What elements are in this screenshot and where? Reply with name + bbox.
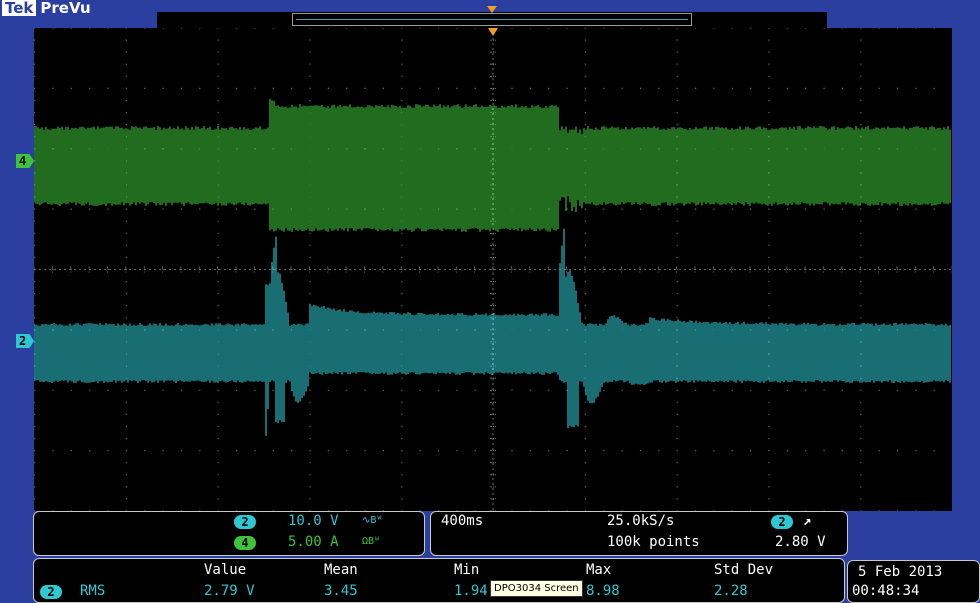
- measurement-channel-badge: 2: [40, 585, 62, 599]
- date-display: 5 Feb 2013: [858, 564, 943, 580]
- channel-2-bandwidth-icon: ∿Bᵂ: [362, 515, 383, 526]
- measurement-max: 8.98: [586, 583, 620, 599]
- brand-logo: Tek PreVu: [2, 0, 91, 16]
- channel-2-waveform: [34, 228, 951, 436]
- record-view-bar: [157, 12, 827, 28]
- measurement-panel[interactable]: Value Mean Min Max Std Dev 2 RMS 2.79 V …: [33, 558, 845, 603]
- header-mean: Mean: [324, 562, 358, 578]
- header-max: Max: [586, 562, 612, 578]
- measurement-std-dev: 2.28: [714, 583, 748, 599]
- datetime-panel: 5 Feb 2013 00:48:34: [847, 560, 980, 603]
- channel-4-bandwidth-icon: ΩBᵂ: [362, 536, 381, 547]
- waveform-display[interactable]: [34, 28, 952, 511]
- header-value: Value: [204, 562, 247, 578]
- horizontal-scale: 400ms: [441, 513, 484, 529]
- trigger-level: 2.80 V: [775, 534, 826, 550]
- channel-2-badge: 2: [234, 515, 256, 529]
- channel-4-scale: 5.00 A: [288, 534, 339, 550]
- trigger-source-badge: 2: [771, 515, 793, 529]
- channel-4-badge: 4: [234, 536, 256, 550]
- acquisition-mode: PreVu: [40, 0, 91, 17]
- channel-2-marker-icon[interactable]: 2: [16, 334, 34, 348]
- graticule-center-axes: [34, 28, 952, 511]
- header-min: Min: [454, 562, 480, 578]
- header-std-dev: Std Dev: [714, 562, 774, 578]
- record-length: 100k points: [607, 534, 700, 550]
- record-view-line: [296, 19, 688, 20]
- trigger-position-icon: [487, 6, 497, 13]
- timebase-trigger-panel[interactable]: 400ms 25.0kS/s 100k points 2 ↗ 2.80 V: [430, 511, 848, 556]
- measurement-value: 2.79 V: [204, 583, 255, 599]
- channel-2-scale: 10.0 V: [288, 513, 339, 529]
- trigger-slope-icon: ↗: [803, 513, 812, 529]
- sample-rate: 25.0kS/s: [607, 513, 675, 529]
- time-display: 00:48:34: [852, 583, 920, 599]
- channel-scale-panel[interactable]: 2 10.0 V ∿Bᵂ 4 5.00 A ΩBᵂ: [33, 511, 425, 556]
- brand-label: Tek: [2, 0, 37, 16]
- record-view-window[interactable]: [292, 13, 692, 26]
- channel-4-waveform: [34, 98, 951, 232]
- channel-4-marker-icon[interactable]: 4: [16, 154, 34, 168]
- graticule: [34, 28, 952, 511]
- measurement-mean: 3.45: [324, 583, 358, 599]
- measurement-type: RMS: [80, 583, 106, 599]
- trigger-time-icon: [488, 28, 498, 36]
- window-tooltip: DPO3034 Screen: [490, 580, 583, 597]
- top-status-bar: Tek PreVu: [0, 0, 980, 28]
- measurement-min: 1.94: [454, 583, 488, 599]
